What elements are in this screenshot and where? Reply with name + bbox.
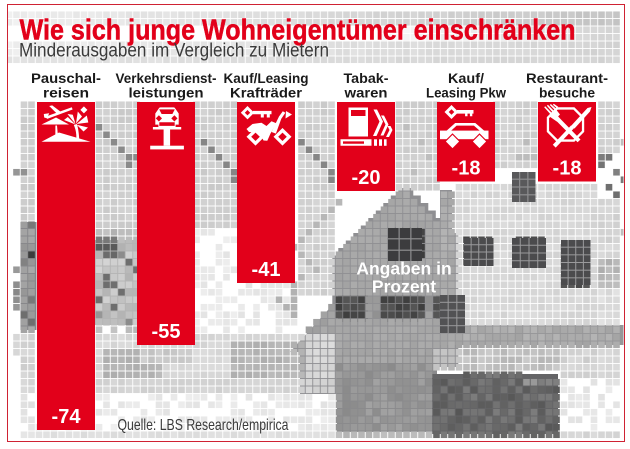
svg-text:Angaben in: Angaben in — [356, 259, 451, 279]
svg-text:Verkehrsdienst-: Verkehrsdienst- — [116, 71, 217, 87]
svg-text:Krafträder: Krafträder — [230, 86, 302, 102]
svg-text:leistungen: leistungen — [129, 86, 204, 102]
svg-text:Tabak-: Tabak- — [344, 71, 389, 87]
svg-text:Quelle: LBS Research/empirica: Quelle: LBS Research/empirica — [118, 417, 289, 434]
svg-text:Kauf/Leasing: Kauf/Leasing — [224, 71, 309, 87]
svg-text:waren: waren — [343, 86, 387, 102]
svg-text:-20: -20 — [352, 167, 381, 189]
svg-text:besuche: besuche — [539, 86, 595, 102]
svg-text:-74: -74 — [52, 406, 82, 428]
svg-text:-55: -55 — [152, 321, 181, 343]
svg-text:-18: -18 — [452, 158, 481, 180]
svg-text:Prozent: Prozent — [372, 277, 436, 297]
svg-text:Leasing Pkw: Leasing Pkw — [426, 86, 507, 102]
svg-text:Restaurant-: Restaurant- — [526, 71, 608, 87]
svg-text:reisen: reisen — [43, 86, 89, 102]
svg-text:-41: -41 — [252, 259, 281, 281]
svg-text:-18: -18 — [553, 158, 582, 180]
svg-text:Pauschal-: Pauschal- — [31, 71, 101, 87]
svg-text:Wie sich junge Wohneigentümer: Wie sich junge Wohneigentümer einschränk… — [20, 15, 576, 47]
svg-text:Minderausgaben im Vergleich zu: Minderausgaben im Vergleich zu Mietern — [19, 41, 329, 62]
svg-text:Kauf/: Kauf/ — [448, 71, 484, 87]
